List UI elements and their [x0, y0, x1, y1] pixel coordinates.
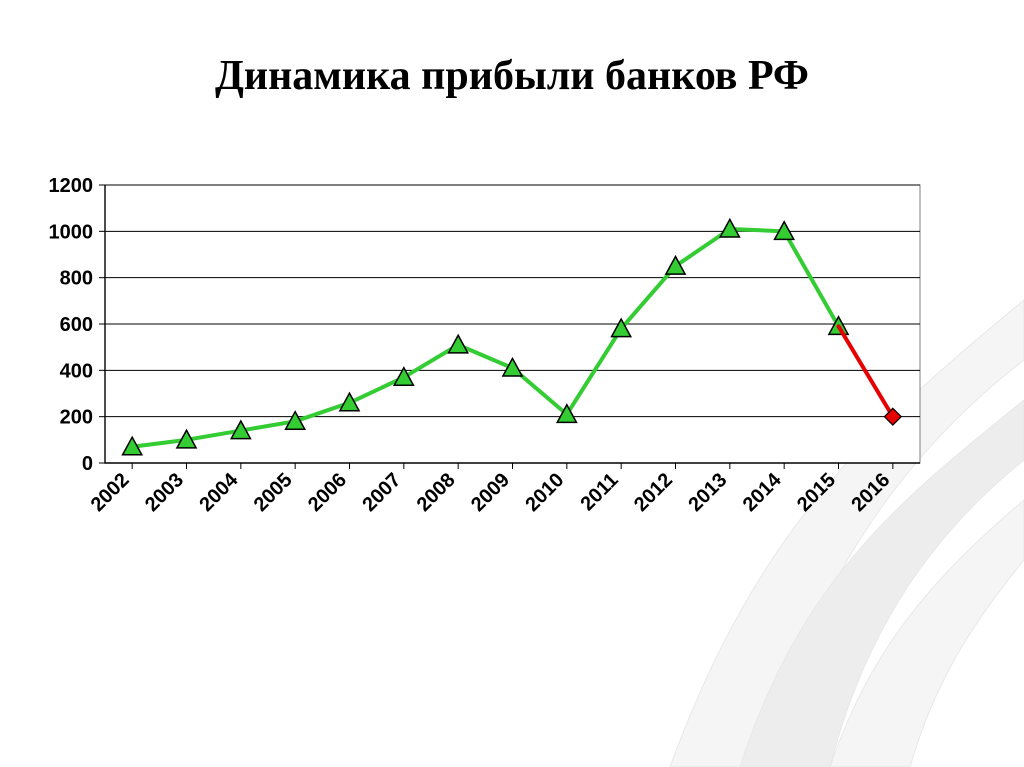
x-axis-label: 2007: [358, 469, 405, 516]
x-axis-label: 2003: [141, 469, 188, 516]
profit-chart: 020040060080010001200 200220032004200520…: [0, 0, 1024, 625]
y-axis-label: 0: [82, 453, 93, 475]
y-axis-label: 200: [60, 407, 93, 429]
x-axis-label: 2013: [684, 469, 731, 516]
x-axis-label: 2006: [304, 469, 351, 516]
x-axis-label: 2016: [847, 469, 894, 516]
x-axis-label: 2011: [576, 469, 622, 515]
x-axis-label: 2015: [793, 469, 840, 516]
x-axis-label: 2004: [195, 468, 243, 516]
x-axis-label: 2014: [739, 468, 787, 516]
y-axis-label: 1000: [49, 221, 94, 243]
x-axis-label: 2012: [630, 469, 677, 516]
x-axis-label: 2010: [521, 469, 568, 516]
x-axis-label: 2009: [467, 469, 514, 516]
slide: Динамика прибыли банков РФ 0200400600800…: [0, 0, 1024, 767]
x-axis-label: 2005: [250, 469, 297, 516]
y-axis-label: 400: [60, 360, 93, 382]
y-axis-label: 600: [60, 314, 93, 336]
x-axis-label: 2008: [413, 469, 460, 516]
y-axis-label: 800: [60, 268, 93, 290]
x-axis-label: 2002: [87, 469, 134, 516]
y-axis-label: 1200: [49, 175, 94, 197]
